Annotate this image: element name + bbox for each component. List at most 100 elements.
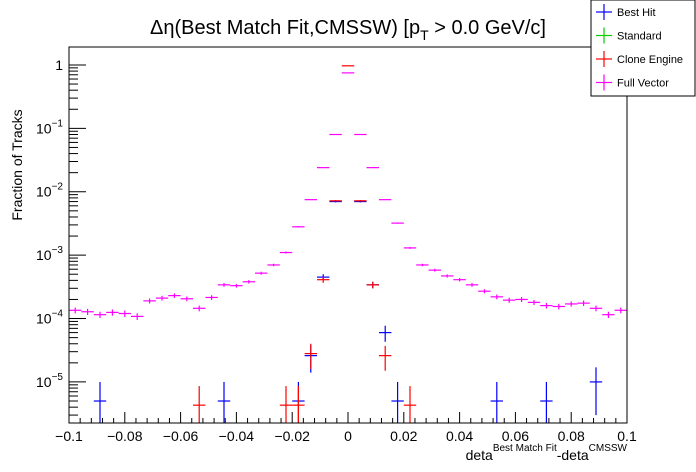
x-axis: −0.1 −0.08 −0.06 −0.04 −0.02 0 0.02 0.04 0.06 0.0… <box>55 412 637 444</box>
legend-label: Standard <box>617 31 662 43</box>
legend-entry: Standard <box>596 27 662 44</box>
data-point <box>81 308 94 315</box>
y-tick-label: 10−4 <box>36 309 63 327</box>
data-point <box>527 299 541 306</box>
x-tick-label: 0.06 <box>502 428 529 444</box>
y-axis-title: Fraction of Tracks <box>9 109 25 220</box>
data-point <box>304 199 317 201</box>
data-point <box>317 276 330 283</box>
data-point <box>416 263 429 267</box>
title-subscript: T <box>420 27 429 43</box>
y-tick-label: 10−5 <box>36 372 63 390</box>
data-point <box>93 381 107 423</box>
data-point <box>602 311 615 318</box>
legend-entry: Best Hit <box>596 4 656 20</box>
x-tick-label: 0.04 <box>446 428 473 444</box>
data-point <box>292 226 305 228</box>
x-title-a: deta <box>466 447 493 463</box>
x-tick-label: 0 <box>344 428 352 444</box>
chart-title: Δη(Best Match Fit,CMSSW) [pT > 0.0 GeV/c… <box>150 17 546 43</box>
x-title-b: -deta <box>557 447 589 463</box>
legend-label: Best Hit <box>617 7 656 19</box>
data-point <box>614 307 627 314</box>
data-point <box>304 343 317 369</box>
data-point <box>391 381 404 423</box>
data-point <box>589 367 603 416</box>
data-point <box>93 311 107 318</box>
data-point <box>230 283 243 288</box>
data-point <box>193 305 206 312</box>
plot-frame <box>68 46 628 424</box>
y-tick-label: 1 <box>55 57 63 73</box>
data-point <box>428 268 441 272</box>
y-tick-label: 10−2 <box>36 182 63 200</box>
data-point <box>205 295 218 300</box>
data-point <box>490 381 503 423</box>
data-point <box>180 296 193 302</box>
legend-entry: Clone Engine <box>596 51 683 67</box>
data-point <box>354 200 367 202</box>
data-point <box>366 281 379 289</box>
data-point <box>106 309 119 316</box>
data-point <box>131 313 144 320</box>
data-point <box>379 345 392 371</box>
data-point <box>217 381 231 423</box>
data-point <box>503 297 516 303</box>
data-point <box>391 222 404 224</box>
data-point <box>279 251 293 254</box>
data-point <box>217 283 231 287</box>
data-point <box>267 263 280 267</box>
title-main: Δη(Best Match Fit,CMSSW) [p <box>150 17 420 39</box>
data-point <box>403 386 417 423</box>
data-point <box>515 297 528 303</box>
data-point <box>540 302 553 309</box>
data-point <box>279 386 293 423</box>
data-point <box>577 300 590 306</box>
x-title-b-sup: CMSSW <box>589 443 628 454</box>
x-title-a-sup: Best Match Fit <box>493 443 557 454</box>
data-point <box>143 298 156 304</box>
title-tail: > 0.0 GeV/c] <box>429 17 546 39</box>
y-tick-label: 10−1 <box>36 118 63 136</box>
x-axis-title: detaBest Match Fit-detaCMSSW <box>466 443 628 463</box>
x-tick-label: −0.08 <box>107 428 143 444</box>
data-point <box>255 271 268 275</box>
series-full-vector <box>69 72 627 320</box>
data-point <box>69 307 82 314</box>
data-point <box>403 246 417 249</box>
x-tick-label: −0.04 <box>219 428 255 444</box>
data-point <box>292 386 305 423</box>
data-point <box>379 325 392 342</box>
data-point <box>242 280 255 284</box>
data-point <box>329 200 342 202</box>
y-tick-label: 10−3 <box>36 245 63 263</box>
data-marks <box>69 65 627 423</box>
series-best-hit <box>93 200 603 423</box>
legend: Best Hit Standard Clone Engine Full Vector <box>590 0 696 110</box>
data-point <box>453 278 466 282</box>
x-tick-label: −0.1 <box>55 428 83 444</box>
x-tick-label: 0.08 <box>558 428 585 444</box>
series-clone-engine <box>193 65 417 423</box>
legend-box <box>590 0 696 97</box>
data-point <box>490 294 503 300</box>
x-tick-label: 0.02 <box>390 428 417 444</box>
legend-label: Clone Engine <box>617 54 683 66</box>
data-point <box>565 301 578 307</box>
data-point <box>168 293 181 298</box>
data-point <box>478 289 491 294</box>
x-tick-label: 0.1 <box>617 428 637 444</box>
legend-entry: Full Vector <box>596 74 669 91</box>
legend-label: Full Vector <box>617 78 669 90</box>
data-point <box>540 381 553 423</box>
data-point <box>193 386 206 423</box>
data-point <box>118 310 131 317</box>
data-point <box>465 283 479 287</box>
data-point <box>441 274 454 278</box>
data-point <box>589 305 603 312</box>
x-tick-label: −0.02 <box>274 428 310 444</box>
data-point <box>155 295 169 301</box>
data-point <box>552 303 565 310</box>
y-axis: 1 10−1 10−2 10−3 10−4 10−5 <box>36 57 86 416</box>
